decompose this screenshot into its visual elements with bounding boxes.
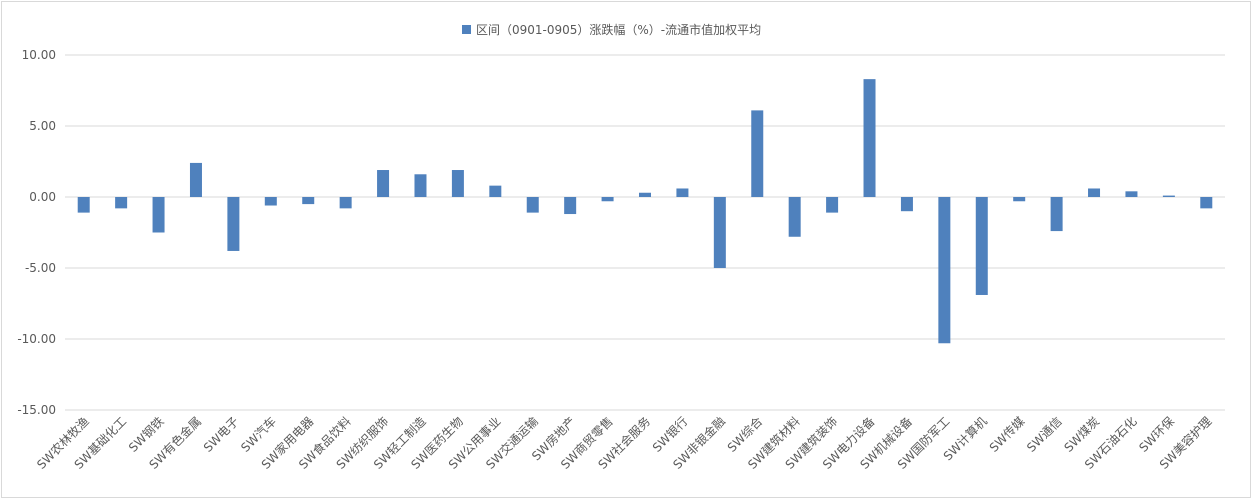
bar: [639, 192, 651, 197]
bar: [751, 110, 764, 197]
legend-label: 区间（0901-0905）涨跌幅（%）-流通市值加权平均: [476, 22, 761, 37]
bar: [601, 197, 614, 202]
legend-swatch: [462, 25, 471, 34]
bar: [938, 197, 951, 344]
bars: [77, 79, 1213, 344]
bar: [1088, 188, 1101, 197]
bar: [489, 185, 502, 197]
bar: [302, 197, 315, 205]
bar: [377, 170, 390, 197]
legend: 区间（0901-0905）涨跌幅（%）-流通市值加权平均: [462, 22, 761, 37]
y-tick-label: -5.00: [25, 261, 56, 275]
bar: [1013, 197, 1026, 202]
x-tick-label: SW通信: [1024, 414, 1065, 455]
bar: [1125, 191, 1138, 197]
bar: [152, 197, 165, 233]
x-tick-label: SW电子: [201, 414, 242, 455]
gridlines: [65, 54, 1225, 411]
y-tick-label: 10.00: [22, 48, 56, 62]
x-axis: SW农林牧渔SW基础化工SW钢铁SW有色金属SW电子SW汽车SW家用电器SW食品…: [34, 414, 1214, 472]
bar: [564, 197, 577, 215]
bar: [826, 197, 839, 213]
bar: [526, 197, 539, 213]
bar: [339, 197, 352, 209]
bar: [975, 197, 988, 295]
bar: [77, 197, 90, 213]
y-axis: 10.00 5.00 0.00 -5.00 -10.00 -15.00: [17, 48, 56, 417]
bar: [1162, 195, 1175, 197]
y-tick-label: 5.00: [29, 119, 56, 133]
bar: [264, 197, 277, 206]
y-tick-label: -15.00: [17, 403, 56, 417]
y-tick-label: 0.00: [29, 190, 56, 204]
bar: [189, 162, 202, 197]
bar: [676, 188, 689, 197]
bar: [227, 197, 240, 251]
bar: [1200, 197, 1213, 209]
bar: [863, 79, 876, 197]
y-tick-label: -10.00: [17, 332, 56, 346]
bar: [713, 197, 726, 268]
bar: [414, 174, 427, 197]
bar: [115, 197, 128, 209]
bar: [1050, 197, 1063, 232]
bar: [900, 197, 913, 212]
bar: [451, 170, 464, 197]
x-tick-label: SW传媒: [986, 414, 1027, 455]
bar: [788, 197, 801, 237]
